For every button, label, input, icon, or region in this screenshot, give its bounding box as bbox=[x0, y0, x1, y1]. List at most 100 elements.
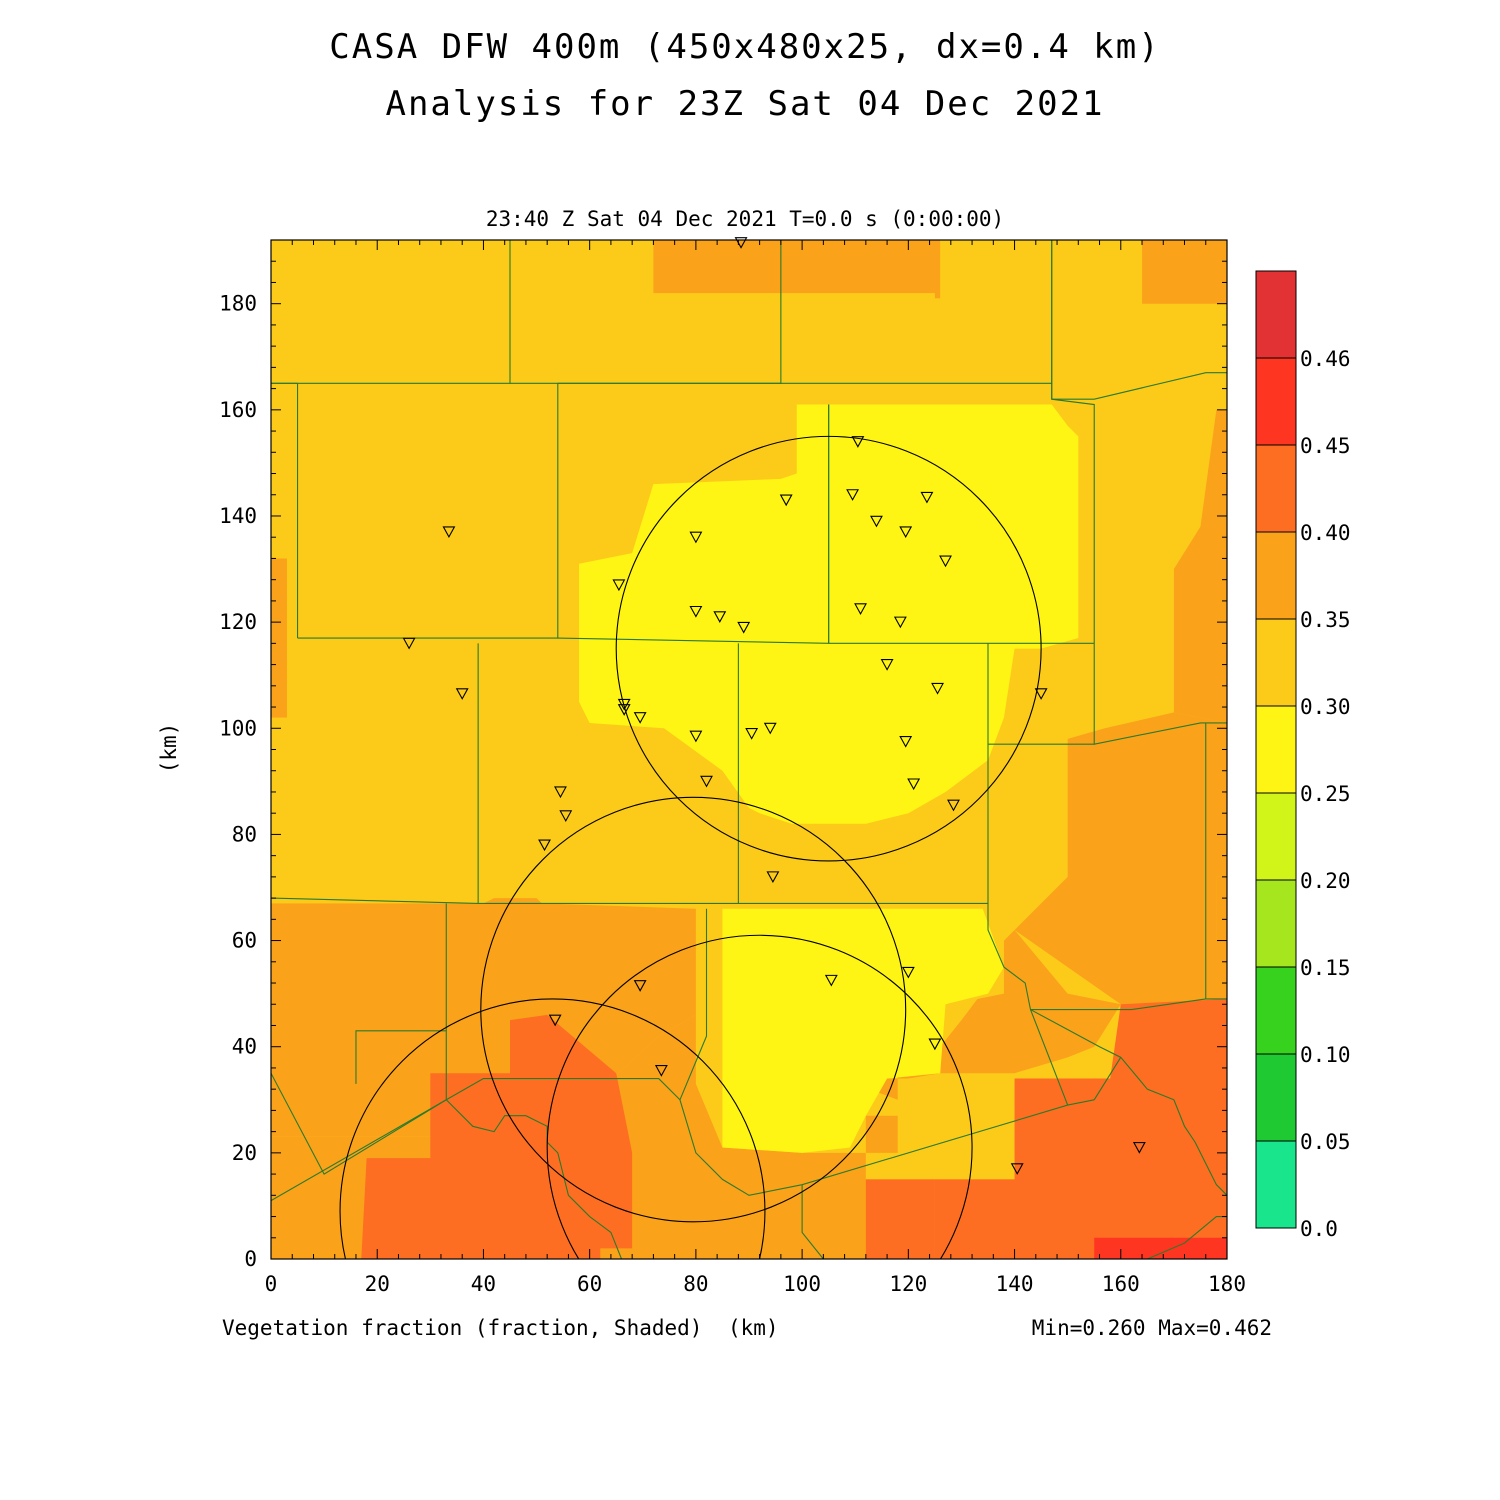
county-line bbox=[271, 897, 479, 904]
y-tick-label: 40 bbox=[232, 1035, 257, 1059]
x-tick-label: 40 bbox=[471, 1272, 496, 1296]
station-marker bbox=[689, 531, 703, 544]
min-max-label: Min=0.260 Max=0.462 bbox=[1032, 1316, 1272, 1340]
axis-ticks: 0 20 40 60 80 100 120 140 160 180 0 20 40 60 80 100 120 1… bbox=[219, 239, 1246, 1296]
station-marker bbox=[538, 839, 551, 852]
colorbar-label: 0.05 bbox=[1300, 1130, 1351, 1154]
colorbar-swatch bbox=[1255, 270, 1297, 359]
y-tick-label: 0 bbox=[244, 1247, 257, 1271]
colorbar-label: 0.40 bbox=[1300, 521, 1351, 545]
station-marker bbox=[939, 555, 952, 568]
station-marker bbox=[745, 728, 759, 740]
region-0.25-0.30 bbox=[722, 908, 1004, 1153]
station-marker bbox=[402, 637, 416, 650]
station-marker bbox=[846, 489, 859, 501]
station-marker bbox=[654, 1065, 668, 1077]
colorbar-swatch bbox=[1255, 705, 1297, 794]
county-line bbox=[1094, 722, 1227, 745]
county-line bbox=[1093, 1057, 1122, 1101]
y-tick-label: 100 bbox=[219, 716, 257, 740]
station-marker bbox=[920, 491, 934, 504]
x-axis-label: (km) bbox=[728, 1316, 779, 1340]
station-marker bbox=[617, 704, 631, 716]
range-ring bbox=[480, 796, 907, 1223]
region-0.45-0.46 bbox=[1094, 1237, 1227, 1259]
county-line bbox=[1051, 372, 1227, 400]
region-0.40-0.45 bbox=[934, 998, 1227, 1259]
colorbar-label: 0.35 bbox=[1300, 608, 1351, 632]
region-0.35-0.40 bbox=[1014, 712, 1227, 1005]
shaded-field bbox=[271, 240, 1227, 1259]
x-tick-label: 160 bbox=[1102, 1272, 1140, 1296]
x-tick-label: 80 bbox=[683, 1272, 708, 1296]
county-line bbox=[987, 903, 1206, 1011]
x-tick-label: 0 bbox=[265, 1272, 278, 1296]
x-tick-label: 100 bbox=[783, 1272, 821, 1296]
region-0.35-0.40 bbox=[1142, 240, 1227, 304]
station-marker bbox=[1010, 1163, 1024, 1175]
colorbar-swatch bbox=[1255, 618, 1297, 707]
region-0.35-0.40 bbox=[653, 240, 941, 299]
station-marker bbox=[689, 730, 703, 743]
radar-range-rings bbox=[339, 435, 1042, 1259]
station-marker bbox=[824, 974, 838, 987]
x-tick-label: 120 bbox=[889, 1272, 927, 1296]
county-line bbox=[1147, 1215, 1227, 1259]
chart-subtitle: Analysis for 23Z Sat 04 Dec 2021 bbox=[385, 84, 1104, 124]
y-tick-label: 20 bbox=[232, 1141, 257, 1165]
station-marker bbox=[559, 810, 573, 822]
station-marker bbox=[854, 603, 867, 615]
station-marker bbox=[763, 722, 777, 735]
station-marker bbox=[907, 778, 921, 791]
colorbar-swatch bbox=[1255, 531, 1297, 620]
station-marker bbox=[766, 871, 780, 884]
time-label: 23:40 Z Sat 04 Dec 2021 T=0.0 s (0:00:00… bbox=[486, 207, 1004, 231]
station-marker bbox=[901, 966, 915, 979]
colorbar: 0.0 0.05 0.10 0.15 0.20 0.25 0.30 0.35 0.40 0.45 0… bbox=[1255, 270, 1351, 1241]
colorbar-swatch bbox=[1255, 444, 1297, 533]
county-line bbox=[801, 1184, 824, 1259]
station-marker bbox=[713, 611, 727, 623]
station-marker bbox=[893, 616, 907, 629]
station-marker bbox=[737, 621, 751, 634]
station-marker bbox=[612, 579, 626, 592]
station-marker bbox=[1132, 1141, 1146, 1154]
station-marker bbox=[851, 436, 865, 448]
station-marker bbox=[947, 799, 960, 812]
colorbar-swatch bbox=[1255, 792, 1297, 881]
x-tick-label: 20 bbox=[365, 1272, 390, 1296]
region-0.35-0.40 bbox=[1173, 409, 1227, 723]
colorbar-label: 0.10 bbox=[1300, 1043, 1351, 1067]
station-marker bbox=[870, 515, 883, 528]
y-tick-label: 60 bbox=[232, 929, 257, 953]
station-marker bbox=[554, 786, 567, 799]
y-tick-label: 80 bbox=[232, 822, 257, 846]
x-tick-label: 140 bbox=[996, 1272, 1034, 1296]
station-marker bbox=[633, 980, 647, 992]
county-line bbox=[1029, 1009, 1069, 1106]
county-line bbox=[1030, 1009, 1227, 1196]
colorbar-label: 0.30 bbox=[1300, 695, 1351, 719]
station-marker bbox=[928, 1038, 942, 1051]
colorbar-label: 0.0 bbox=[1300, 1217, 1338, 1241]
range-ring bbox=[546, 934, 973, 1259]
region-0.40-0.45 bbox=[361, 1014, 633, 1259]
y-tick-label: 140 bbox=[219, 504, 257, 528]
y-tick-label: 180 bbox=[219, 292, 257, 316]
colorbar-label: 0.46 bbox=[1300, 347, 1351, 371]
y-tick-label: 120 bbox=[219, 610, 257, 634]
colorbar-swatch bbox=[1255, 1053, 1297, 1142]
station-marker bbox=[931, 682, 944, 695]
station-marker bbox=[633, 712, 647, 724]
region-0.40-0.45 bbox=[865, 1179, 935, 1259]
variable-label: Vegetation fraction (fraction, Shaded) bbox=[222, 1316, 702, 1340]
station-marker bbox=[689, 605, 703, 618]
county-boundaries bbox=[271, 240, 1227, 1259]
colorbar-swatch bbox=[1255, 1140, 1297, 1229]
station-marker bbox=[700, 775, 713, 788]
y-axis-label: (km) bbox=[157, 723, 181, 774]
colorbar-swatch bbox=[1255, 966, 1297, 1055]
colorbar-label: 0.20 bbox=[1300, 869, 1351, 893]
range-ring bbox=[339, 998, 766, 1259]
